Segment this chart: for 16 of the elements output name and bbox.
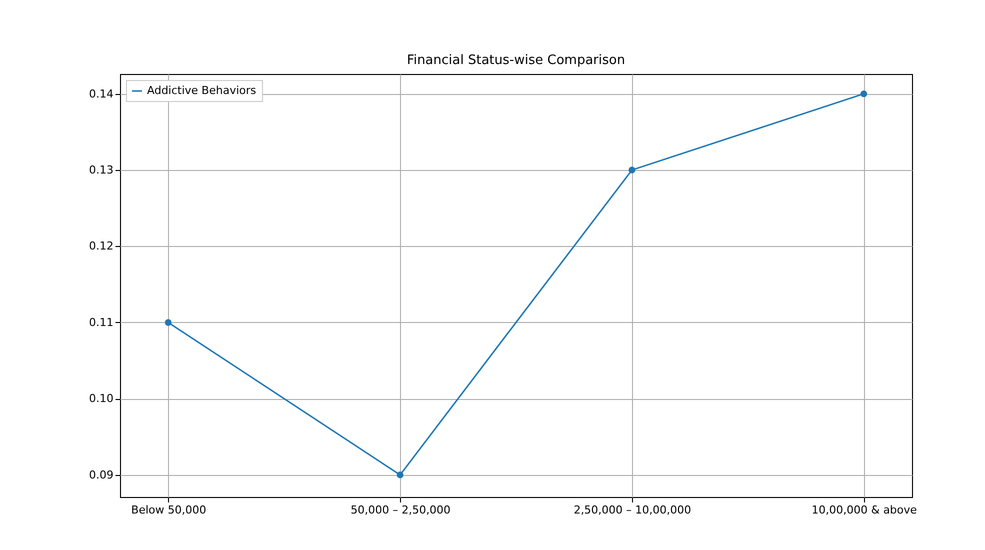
- y-tick-label: 0.14: [89, 87, 114, 100]
- x-tick-label: Below 50,000: [131, 504, 206, 516]
- x-tick-label: 50,000 – 2,50,000: [350, 504, 451, 516]
- x-tick-label: 2,50,000 – 10,00,000: [574, 504, 692, 516]
- y-tick-label: 0.11: [89, 316, 114, 329]
- legend-label: Addictive Behaviors: [147, 84, 256, 97]
- y-tick-label: 0.09: [89, 468, 114, 482]
- point: [396, 472, 404, 478]
- point: [860, 90, 868, 98]
- y-tick-label: 0.13: [89, 164, 114, 177]
- y-tick-label: 0.12: [89, 240, 114, 253]
- point: [628, 166, 636, 174]
- point: [164, 319, 172, 326]
- x-tick-label: 10,00,000 & above: [812, 504, 918, 516]
- chart-title: Financial Status-wise Comparison: [406, 53, 626, 68]
- y-tick-label: 0.10: [89, 392, 114, 406]
